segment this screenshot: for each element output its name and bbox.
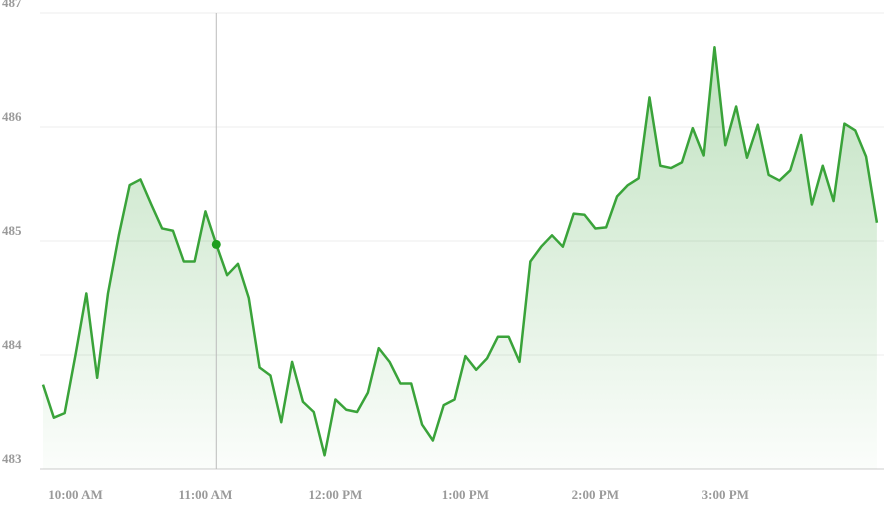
y-tick-label: 487 xyxy=(2,0,22,10)
x-tick-label: 1:00 PM xyxy=(442,487,489,502)
x-tick-label: 2:00 PM xyxy=(572,487,619,502)
x-tick-label: 12:00 PM xyxy=(309,487,363,502)
x-tick-label: 11:00 AM xyxy=(179,487,233,502)
line xyxy=(41,45,879,457)
hover-marker xyxy=(211,239,221,249)
x-tick-label: 3:00 PM xyxy=(702,487,749,502)
y-tick-label: 485 xyxy=(2,223,22,238)
y-tick-label: 484 xyxy=(2,337,22,352)
y-tick-label: 483 xyxy=(2,451,22,466)
area xyxy=(43,47,877,469)
x-tick-label: 10:00 AM xyxy=(48,487,103,502)
y-tick-label: 486 xyxy=(2,109,22,124)
